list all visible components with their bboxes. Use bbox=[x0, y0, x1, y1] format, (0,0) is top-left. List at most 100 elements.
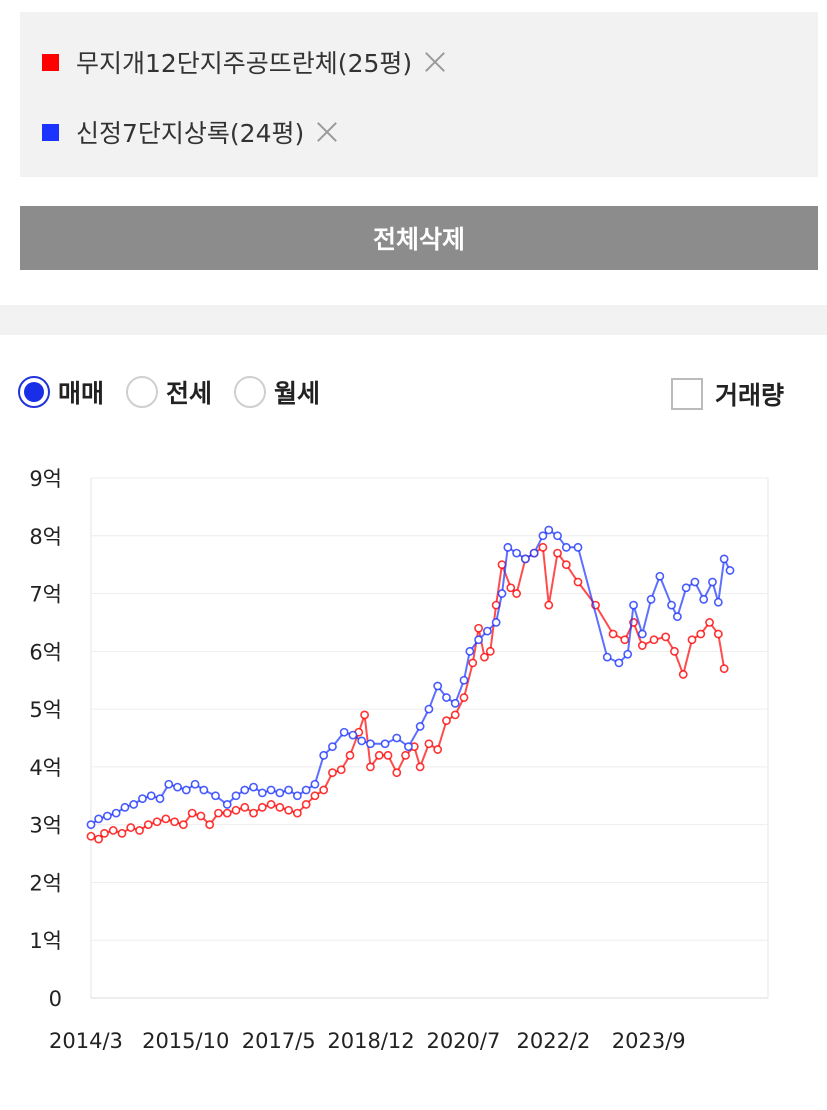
data-point bbox=[602, 652, 612, 662]
y-tick-label: 4억 bbox=[29, 756, 62, 780]
y-tick-label: 6억 bbox=[29, 640, 62, 664]
data-point bbox=[681, 583, 691, 593]
data-point bbox=[512, 589, 522, 598]
data-point bbox=[214, 808, 223, 818]
data-point bbox=[725, 566, 735, 575]
delete-all-button[interactable]: 전체삭제 bbox=[20, 206, 818, 270]
data-point bbox=[196, 811, 206, 821]
y-tick-label: 0 bbox=[49, 987, 62, 1011]
data-point bbox=[678, 670, 688, 679]
compare-item-1: 신정7단지상록(24평) bbox=[42, 112, 340, 152]
x-tick-label: 2020/7 bbox=[426, 1029, 500, 1053]
data-point bbox=[608, 629, 618, 639]
data-point bbox=[719, 664, 729, 674]
data-point bbox=[646, 594, 656, 604]
data-point bbox=[138, 794, 147, 804]
data-point bbox=[319, 750, 329, 760]
data-point bbox=[497, 589, 507, 598]
radio-checked-icon[interactable] bbox=[18, 376, 50, 408]
data-point bbox=[345, 750, 355, 760]
data-point bbox=[614, 658, 624, 668]
data-point bbox=[178, 820, 188, 830]
data-point bbox=[222, 808, 232, 818]
radio-trade-sale[interactable]: 매매 bbox=[18, 374, 104, 410]
data-point bbox=[573, 577, 583, 587]
x-tick-label: 2014/3 bbox=[49, 1029, 123, 1053]
data-point bbox=[687, 635, 697, 645]
data-point bbox=[482, 626, 492, 636]
data-point bbox=[480, 652, 489, 662]
data-point bbox=[544, 525, 554, 535]
checkbox-unchecked-icon[interactable] bbox=[671, 378, 703, 410]
radio-unchecked-icon[interactable] bbox=[234, 376, 267, 408]
radio-label: 매매 bbox=[58, 379, 105, 408]
data-point bbox=[310, 791, 320, 801]
data-point bbox=[120, 802, 130, 812]
close-icon[interactable] bbox=[422, 49, 448, 75]
x-tick-label: 2018/12 bbox=[327, 1029, 414, 1053]
data-point bbox=[135, 826, 144, 835]
plot-area bbox=[90, 477, 769, 999]
data-point bbox=[629, 600, 638, 610]
radio-trade-jeonse[interactable]: 전세 bbox=[126, 374, 212, 410]
compare-list-panel bbox=[20, 12, 818, 177]
compare-item-0: 무지개12단지주공뜨란체(25평) bbox=[42, 42, 448, 82]
data-point bbox=[708, 577, 717, 587]
data-point bbox=[670, 646, 679, 656]
data-point bbox=[620, 635, 630, 645]
x-tick-label: 2017/5 bbox=[242, 1029, 316, 1053]
data-point bbox=[538, 542, 548, 552]
data-point bbox=[222, 800, 232, 809]
data-point bbox=[512, 548, 522, 558]
data-point bbox=[366, 739, 375, 749]
radio-trade-monthly-rent[interactable]: 월세 bbox=[234, 374, 320, 410]
data-point bbox=[468, 658, 478, 668]
data-point bbox=[348, 730, 358, 740]
data-point bbox=[181, 785, 191, 795]
data-point bbox=[117, 828, 127, 838]
data-point bbox=[705, 618, 714, 627]
data-point bbox=[383, 750, 393, 760]
data-point bbox=[465, 646, 475, 656]
y-tick-label: 5억 bbox=[29, 698, 62, 722]
series-color-swatch bbox=[42, 53, 59, 71]
y-tick-label: 2억 bbox=[29, 871, 62, 895]
x-tick-label: 2022/2 bbox=[516, 1029, 590, 1053]
data-point bbox=[433, 681, 443, 691]
data-point bbox=[506, 583, 516, 593]
data-point bbox=[86, 831, 96, 841]
close-icon[interactable] bbox=[314, 119, 340, 145]
data-point bbox=[474, 635, 484, 645]
data-point bbox=[266, 785, 276, 795]
data-point bbox=[699, 594, 709, 604]
data-point bbox=[310, 779, 320, 789]
data-point bbox=[696, 629, 706, 639]
data-point bbox=[433, 745, 443, 754]
data-point bbox=[292, 808, 302, 818]
volume-toggle[interactable]: 거래량 bbox=[671, 376, 784, 412]
data-point bbox=[442, 716, 451, 726]
data-point bbox=[249, 782, 258, 792]
y-tick-label: 3억 bbox=[29, 814, 62, 838]
data-point bbox=[266, 800, 276, 809]
radio-label: 전세 bbox=[166, 379, 213, 408]
data-point bbox=[491, 618, 501, 627]
data-point bbox=[205, 820, 215, 830]
data-point bbox=[111, 808, 121, 818]
data-point bbox=[392, 733, 402, 743]
data-point bbox=[199, 785, 209, 795]
data-point bbox=[529, 548, 539, 558]
data-point bbox=[108, 826, 118, 835]
radio-unchecked-icon[interactable] bbox=[126, 376, 159, 408]
data-point bbox=[360, 710, 370, 720]
data-point bbox=[249, 808, 258, 818]
data-point bbox=[442, 693, 451, 702]
data-point bbox=[155, 794, 165, 804]
data-point bbox=[544, 600, 554, 610]
data-point bbox=[655, 571, 665, 581]
data-point bbox=[538, 531, 548, 541]
data-point bbox=[328, 768, 337, 778]
data-point bbox=[459, 675, 469, 685]
data-point bbox=[573, 542, 583, 552]
data-point bbox=[301, 785, 311, 795]
